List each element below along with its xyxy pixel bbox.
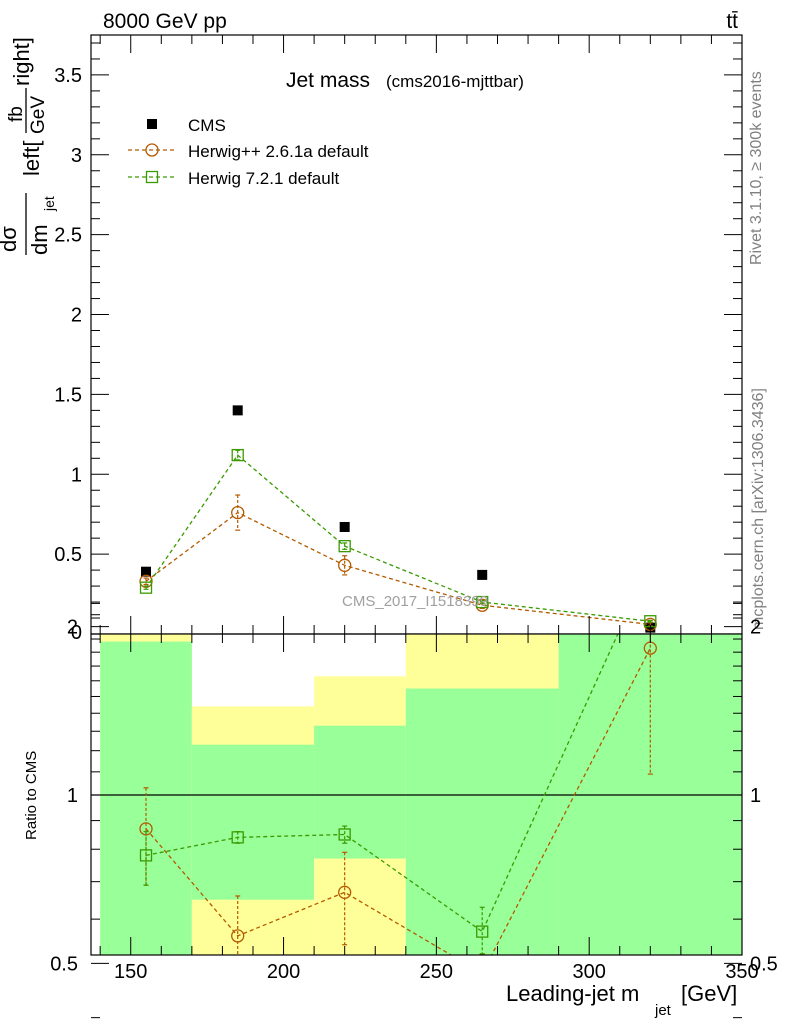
- x-axis-label: Leading-jet m jet [GeV]: [506, 981, 737, 1019]
- y-label-num: dσ: [0, 226, 21, 252]
- y-tick-label: 1.5: [54, 384, 82, 406]
- y-tick-label: 1: [71, 464, 82, 486]
- ratio-point-herwigpp: [139, 822, 153, 836]
- ratio-y-tick-label: 0.5: [50, 953, 78, 975]
- y-tick-label: 3: [71, 145, 82, 167]
- chart-title-group: Jet mass (cms2016-mjttbar): [286, 69, 524, 92]
- ratio-point-herwig7: [645, 557, 656, 568]
- ratio-y-tick-label-right: 2: [750, 617, 761, 639]
- y-label-tail: right]: [9, 37, 34, 86]
- data-point-herwig7: [476, 595, 489, 609]
- y-tick-label: 2.5: [54, 225, 82, 247]
- series-line-herwigpp: [145, 511, 651, 626]
- ratio-point-herwigpp: [231, 929, 245, 943]
- data-point-herwigpp: [231, 505, 245, 520]
- x-label-unit: [GeV]: [681, 981, 737, 1006]
- legend-label: Herwig 7.2.1 default: [188, 169, 339, 188]
- y-tick-label: 0.5: [54, 544, 82, 566]
- chart-subtitle: (cms2016-mjttbar): [386, 72, 524, 91]
- data-point-cms: [339, 521, 350, 532]
- ratio-point-herwig7: [231, 831, 244, 844]
- y-label-mid: left[: [19, 141, 44, 176]
- legend-marker: [145, 143, 159, 157]
- ratio-point-herwig7: [139, 849, 153, 862]
- x-tick-label: 350: [725, 961, 758, 983]
- x-label-main: Leading-jet m: [506, 981, 639, 1006]
- chart-title: Jet mass: [286, 69, 370, 92]
- data-point-cms: [477, 569, 488, 580]
- data-point-herwig7: [139, 581, 153, 594]
- energy-label: 8000 GeV pp: [103, 10, 227, 33]
- stat-uncertainty-band: [191, 744, 315, 900]
- ratio-y-tick-label: 1: [67, 785, 78, 807]
- ratio-point-herwig7: [338, 828, 351, 841]
- x-label-sub: jet: [654, 1002, 672, 1019]
- ratio-panel: 0.5 0.5 1 1 2 2 150 200 250 300 350: [50, 557, 778, 1019]
- y-label-den: dm: [27, 224, 52, 255]
- ratio-y-tick-label-right: 0.5: [750, 953, 778, 975]
- x-tick-label: 150: [114, 961, 147, 983]
- y-label-den-sub: jet: [41, 196, 57, 212]
- process-label: tt̄: [726, 10, 738, 33]
- ratio-point-herwigpp: [338, 885, 352, 899]
- y-label-frac-den: GeV: [28, 96, 49, 134]
- x-tick-label: 250: [420, 961, 453, 983]
- y-label-frac-num: fb: [6, 106, 27, 122]
- legend: CMS Herwig++ 2.6.1a default Herwig 7.2.1 d…: [128, 116, 369, 188]
- stat-uncertainty-band: [405, 688, 559, 955]
- data-point-cms: [141, 566, 152, 577]
- ratio-point-herwigpp: [476, 967, 488, 979]
- mcplots-label: mcplots.cern.ch [arXiv:1306.3436]: [750, 388, 767, 630]
- legend-label: CMS: [188, 116, 226, 135]
- legend-marker: [147, 119, 157, 129]
- y-tick-label-zero: 0: [71, 622, 82, 644]
- ratio-point-herwig7: [476, 925, 489, 938]
- main-y-axis-label: dσ dm jet left[ fb GeV right]: [0, 37, 57, 255]
- analysis-watermark: CMS_2017_I1518399: [342, 593, 488, 610]
- ratio-y-label: Ratio to CMS: [23, 751, 40, 840]
- rivet-version-label: Rivet 3.1.10, ≥ 300k events: [748, 71, 765, 265]
- y-tick-label: 3.5: [54, 65, 82, 87]
- series-line-herwig7: [145, 454, 651, 622]
- ratio-y-tick-label-right: 1: [750, 785, 761, 807]
- main-panel: 0.5 1 1.5 2 2.5 3 3.5 0: [54, 34, 743, 644]
- ratio-line-herwigpp: [145, 647, 651, 955]
- ratio-y-tick-label: 2: [67, 617, 78, 639]
- x-tick-label: 300: [572, 961, 605, 983]
- data-point-cms: [232, 405, 243, 416]
- x-tick-label: 200: [267, 961, 300, 983]
- legend-marker: [145, 170, 159, 184]
- data-point-herwig7: [338, 539, 351, 553]
- stat-uncertainty-band: [314, 725, 406, 859]
- y-tick-label: 2: [71, 305, 82, 327]
- legend-label: Herwig++ 2.6.1a default: [188, 142, 369, 161]
- data-point-herwigpp: [338, 558, 352, 572]
- data-point-herwig7: [231, 448, 244, 462]
